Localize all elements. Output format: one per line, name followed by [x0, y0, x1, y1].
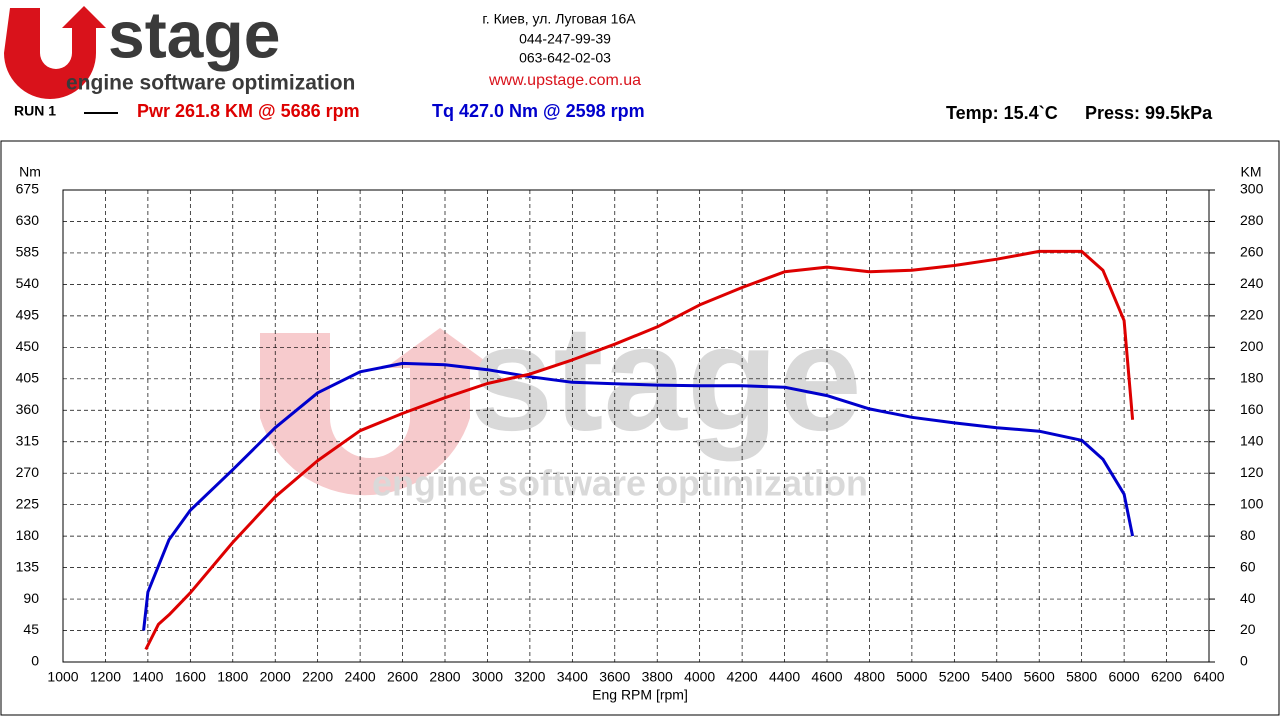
- y-tick-label: 180: [16, 527, 40, 543]
- y2-axis-label: KM: [1241, 164, 1262, 180]
- x-tick-label: 4800: [854, 669, 885, 685]
- y2-tick-label: 20: [1240, 621, 1256, 637]
- y2-tick-label: 240: [1240, 275, 1264, 291]
- logo-text: stage: [108, 0, 280, 71]
- phone: 063-642-02-03: [519, 50, 611, 66]
- y-tick-label: 270: [16, 464, 40, 480]
- y2-tick-label: 280: [1240, 212, 1264, 228]
- torque-peak: Tq 427.0 Nm @ 2598 rpm: [432, 101, 645, 121]
- y2-tick-label: 180: [1240, 370, 1264, 386]
- watermark-mark: [260, 328, 495, 496]
- y-tick-label: 675: [16, 181, 40, 197]
- watermark-tagline: engine software optimization: [372, 463, 868, 504]
- temperature: Temp: 15.4`C: [946, 103, 1058, 123]
- y2-tick-label: 100: [1240, 495, 1264, 511]
- y2-tick-label: 60: [1240, 558, 1256, 574]
- x-tick-label: 6000: [1109, 669, 1140, 685]
- x-tick-label: 3200: [514, 669, 545, 685]
- x-tick-label: 2000: [260, 669, 291, 685]
- website: www.upstage.com.ua: [488, 72, 641, 89]
- x-tick-label: 4200: [727, 669, 758, 685]
- y2-tick-label: 0: [1240, 653, 1248, 669]
- y-tick-label: 45: [23, 621, 39, 637]
- y2-tick-label: 80: [1240, 527, 1256, 543]
- x-tick-label: 2400: [345, 669, 376, 685]
- y2-tick-label: 120: [1240, 464, 1264, 480]
- x-tick-label: 1200: [90, 669, 121, 685]
- pressure: Press: 99.5kPa: [1085, 103, 1213, 123]
- y2-tick-label: 300: [1240, 181, 1264, 197]
- x-tick-label: 1400: [132, 669, 163, 685]
- x-tick-label: 6200: [1151, 669, 1182, 685]
- y-tick-label: 360: [16, 401, 40, 417]
- x-tick-label: 4600: [811, 669, 842, 685]
- y2-tick-label: 40: [1240, 590, 1256, 606]
- x-tick-label: 4400: [769, 669, 800, 685]
- x-tick-label: 4000: [684, 669, 715, 685]
- power-peak: Pwr 261.8 KM @ 5686 rpm: [137, 101, 360, 121]
- x-tick-label: 3800: [642, 669, 673, 685]
- x-tick-label: 5800: [1066, 669, 1097, 685]
- y2-tick-label: 200: [1240, 338, 1264, 354]
- x-tick-label: 1000: [47, 669, 78, 685]
- x-tick-label: 3000: [472, 669, 503, 685]
- y-tick-label: 405: [16, 370, 40, 386]
- x-tick-label: 6400: [1193, 669, 1224, 685]
- chart-frame: [0, 140, 1280, 716]
- logo-mark: [4, 6, 106, 99]
- run-label: RUN 1: [14, 103, 56, 119]
- logo-tagline: engine software optimization: [66, 72, 355, 95]
- y-tick-label: 225: [16, 495, 40, 511]
- y-tick-label: 630: [16, 212, 40, 228]
- x-tick-label: 2200: [302, 669, 333, 685]
- x-tick-label: 2600: [387, 669, 418, 685]
- x-tick-label: 1800: [217, 669, 248, 685]
- x-tick-label: 5000: [896, 669, 927, 685]
- y-tick-label: 0: [31, 653, 39, 669]
- watermark: stage engine software optimization: [260, 294, 868, 504]
- x-tick-label: 2800: [429, 669, 460, 685]
- phone: 044-247-99-39: [519, 31, 611, 47]
- y-tick-label: 450: [16, 338, 40, 354]
- y-tick-label: 540: [16, 275, 40, 291]
- y2-tick-label: 260: [1240, 244, 1264, 260]
- y-tick-label: 135: [16, 558, 40, 574]
- plot-frame: [62, 189, 1210, 663]
- y-tick-label: 315: [16, 432, 40, 448]
- y-tick-label: 585: [16, 244, 40, 260]
- y-tick-label: 90: [23, 590, 39, 606]
- y2-tick-label: 140: [1240, 432, 1264, 448]
- y-tick-label: 495: [16, 307, 40, 323]
- x-tick-label: 3600: [599, 669, 630, 685]
- x-tick-label: 1600: [175, 669, 206, 685]
- y2-tick-label: 160: [1240, 401, 1264, 417]
- series-line: [142, 361, 1135, 631]
- x-tick-label: 5400: [981, 669, 1012, 685]
- y2-tick-label: 220: [1240, 307, 1264, 323]
- x-axis-label: Eng RPM [rpm]: [592, 687, 688, 703]
- x-tick-label: 3400: [557, 669, 588, 685]
- y-axis-label: Nm: [19, 164, 41, 180]
- x-tick-label: 5600: [1024, 669, 1055, 685]
- x-tick-label: 5200: [939, 669, 970, 685]
- series-line: [144, 249, 1135, 651]
- address: г. Киев, ул. Луговая 16А: [482, 11, 636, 27]
